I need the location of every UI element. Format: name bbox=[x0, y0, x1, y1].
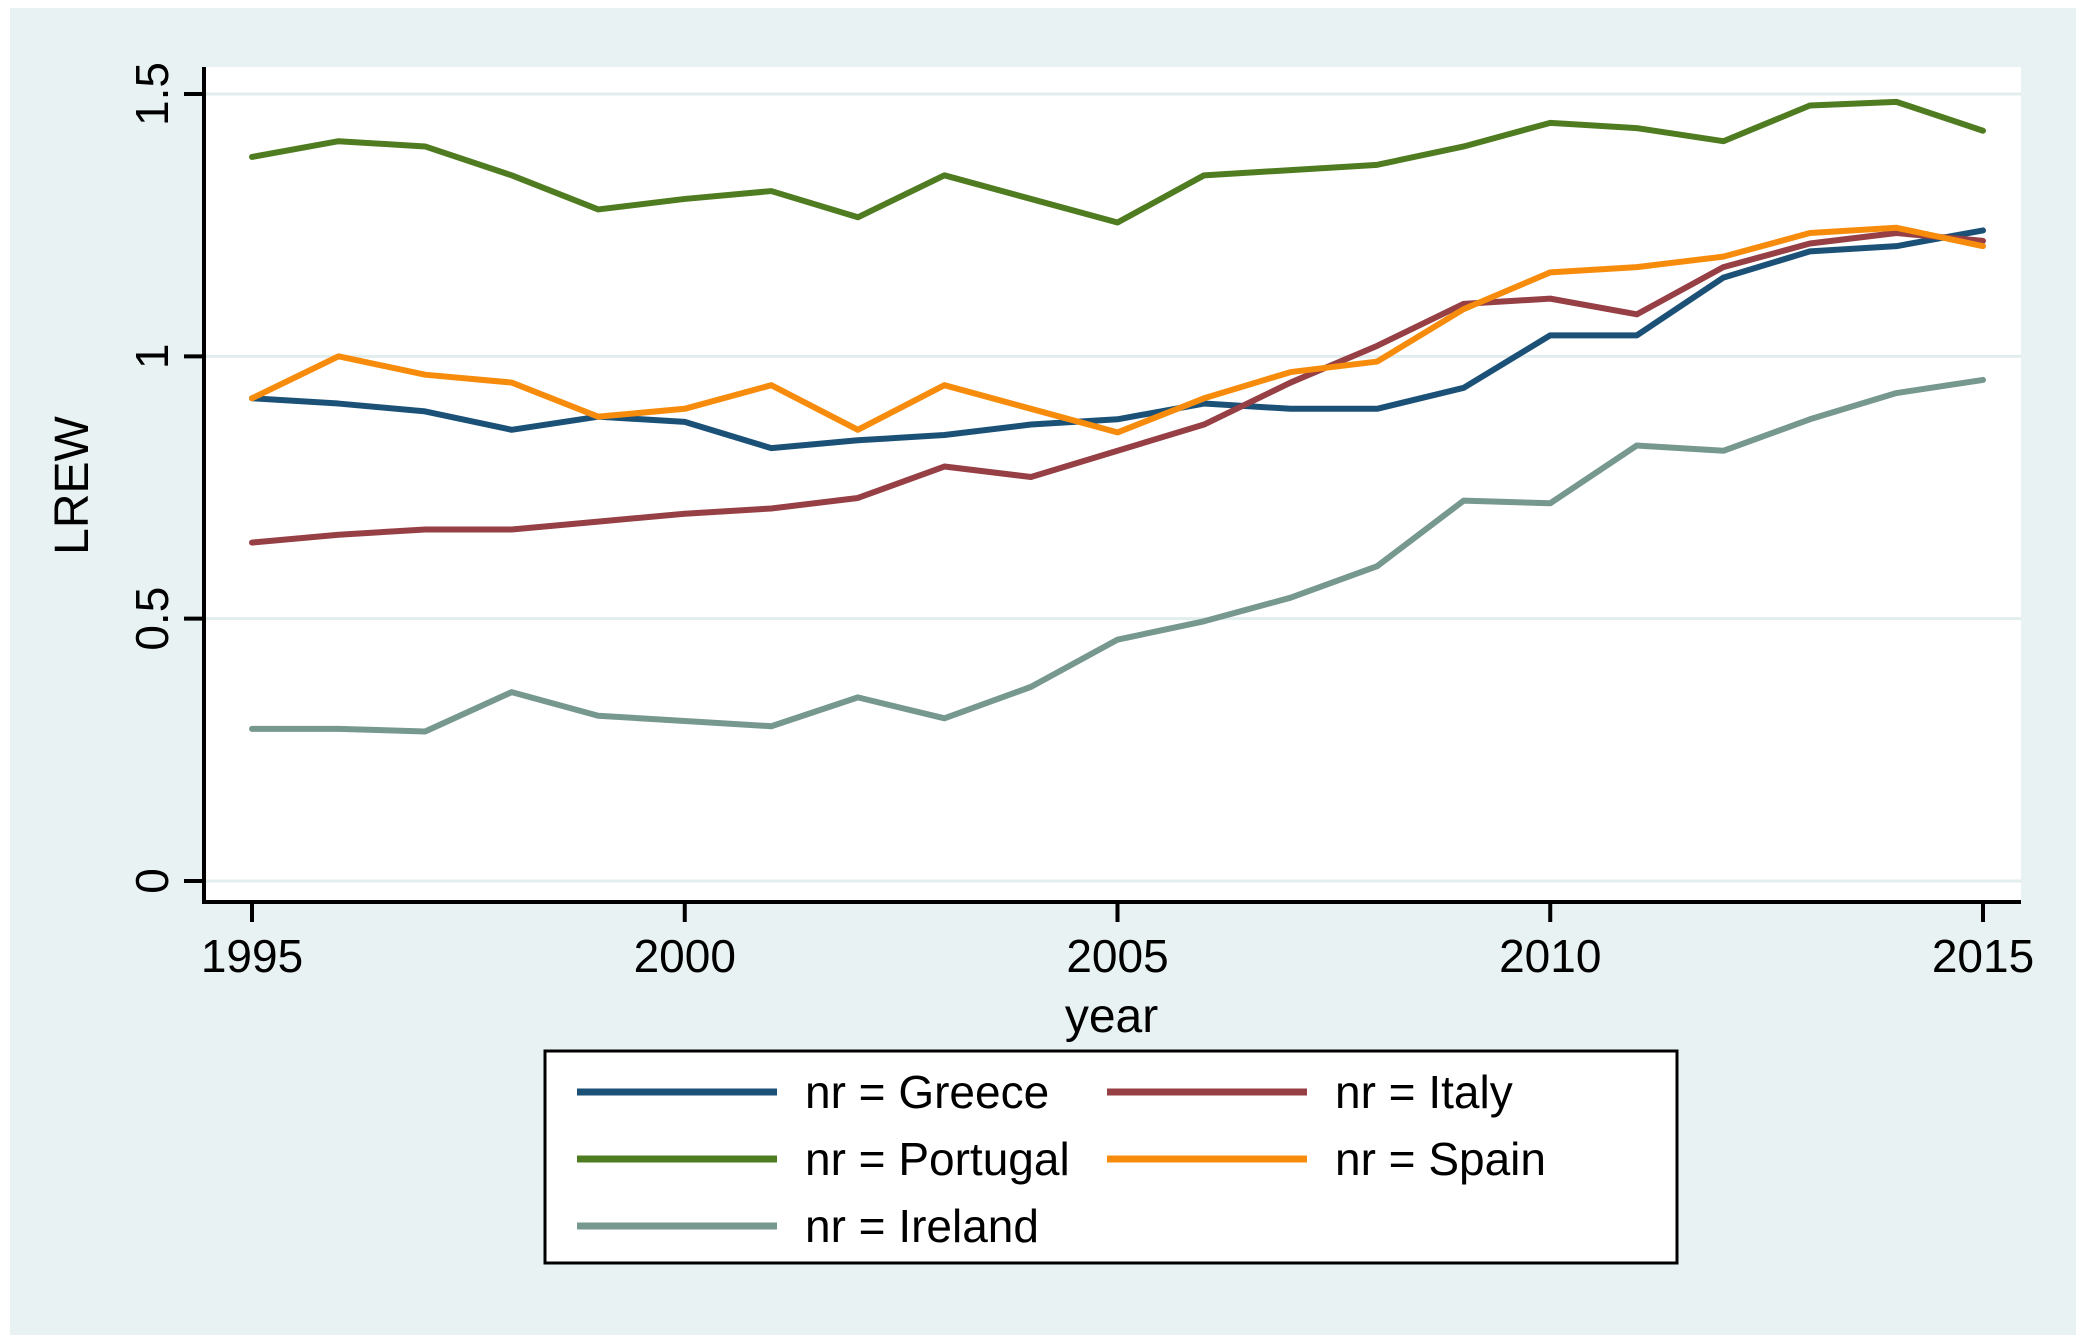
x-tick-label-2005: 2005 bbox=[1066, 930, 1168, 982]
series-line-nr-spain bbox=[249, 224, 1986, 436]
y-tick-label-0: 0 bbox=[126, 868, 178, 894]
line-chart: 0 0.5 1 1.5 1995 2000 2005 2010 2015 LREW year nr =… bbox=[46, 62, 2034, 1265]
x-axis-title: year bbox=[1065, 990, 1158, 1043]
x-tick-label-2010: 2010 bbox=[1499, 930, 1601, 982]
legend-label-nr-portugal: nr = Portugal bbox=[805, 1133, 1070, 1185]
x-tick-label-2015: 2015 bbox=[1932, 930, 2034, 982]
x-tick-label-1995: 1995 bbox=[201, 930, 303, 982]
legend-label-nr-ireland: nr = Ireland bbox=[805, 1200, 1039, 1252]
y-axis-title: LREW bbox=[46, 415, 99, 554]
y-tick-label-1: 1 bbox=[126, 344, 178, 370]
legend-label-nr-spain: nr = Spain bbox=[1335, 1133, 1546, 1185]
plot-area bbox=[202, 67, 2021, 904]
y-tick-label-0.5: 0.5 bbox=[126, 587, 178, 651]
x-tick-label-2000: 2000 bbox=[634, 930, 736, 982]
series-line-nr-greece bbox=[249, 227, 1986, 452]
series-line-nr-ireland bbox=[249, 376, 1986, 735]
series-line-nr-portugal bbox=[249, 98, 1986, 226]
graph-region: 0 0.5 1 1.5 1995 2000 2005 2010 2015 LREW year nr =… bbox=[10, 8, 2076, 1335]
y-tick-label-1.5: 1.5 bbox=[126, 62, 178, 126]
series-line-nr-italy bbox=[249, 230, 1986, 546]
legend-label-nr-italy: nr = Italy bbox=[1335, 1066, 1513, 1118]
legend-label-nr-greece: nr = Greece bbox=[805, 1066, 1049, 1118]
